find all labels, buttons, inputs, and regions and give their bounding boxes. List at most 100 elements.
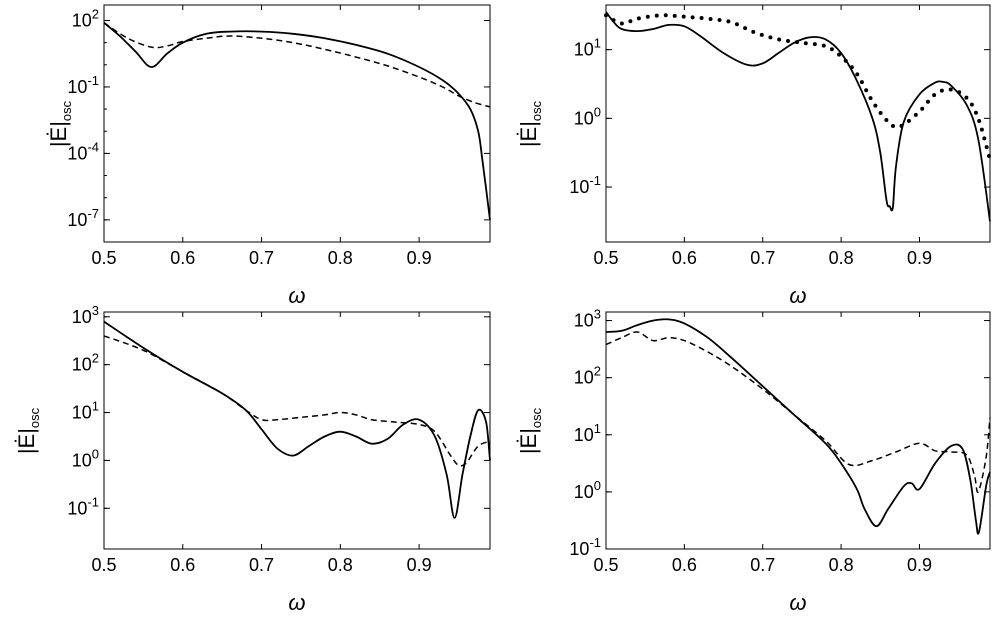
- y-tick-label-exponent: 1: [92, 399, 99, 414]
- y-axis-label: |Ė|osc: [14, 407, 42, 454]
- x-tick-label: 0.7: [249, 248, 274, 268]
- y-axis-label: |Ė|osc: [516, 100, 544, 147]
- plot-frame: [605, 4, 991, 243]
- x-axis-label: ω: [288, 283, 305, 308]
- y-tick-label-base: 10: [574, 482, 594, 502]
- y-tick-label-base: 10: [72, 450, 92, 470]
- x-tick-label: 0.7: [249, 555, 274, 575]
- y-tick-label: 102: [574, 364, 601, 388]
- y-tick-label-exponent: 1: [594, 36, 601, 51]
- y-tick-label-exponent: -1: [589, 535, 601, 550]
- x-tick-label: 0.7: [750, 555, 775, 575]
- series-solid-line: [605, 318, 991, 535]
- series-dashed-line: [103, 335, 491, 467]
- y-tick-label-exponent: 2: [92, 7, 99, 22]
- y-tick-label: 101: [574, 36, 601, 60]
- x-tick-label: 0.9: [407, 555, 432, 575]
- y-tick-label: 103: [574, 307, 601, 331]
- y-tick-label-base: 10: [574, 425, 594, 445]
- y-tick-label: 10-4: [67, 139, 99, 163]
- x-tick-label: 0.5: [593, 555, 618, 575]
- x-tick-label: 0.6: [672, 555, 697, 575]
- series-layer: [604, 11, 992, 222]
- y-tick-label-base: 10: [574, 40, 594, 60]
- y-tick-label-base: 10: [67, 210, 87, 230]
- series-solid-line: [103, 320, 491, 519]
- x-axis-label: ω: [789, 283, 806, 308]
- series-dashed-line: [103, 22, 491, 108]
- y-tick-label: 102: [72, 351, 99, 375]
- x-axis-label: ω: [789, 590, 806, 615]
- y-tick-label-exponent: -7: [87, 206, 99, 221]
- series-solid-line: [605, 11, 991, 222]
- y-tick-label-exponent: -4: [87, 139, 99, 154]
- y-tick-label-exponent: -1: [87, 494, 99, 509]
- x-tick-label: 0.6: [170, 248, 195, 268]
- y-tick-label-base: 10: [72, 11, 92, 31]
- y-tick-label: 10-7: [67, 206, 99, 230]
- plot-frame: [103, 4, 491, 243]
- series-dotted-line: [604, 13, 992, 162]
- y-tick-label-exponent: 2: [594, 364, 601, 379]
- x-tick-label: 0.6: [170, 555, 195, 575]
- y-tick-label-base: 10: [72, 355, 92, 375]
- series-layer: [103, 320, 491, 519]
- y-tick-label-base: 10: [72, 403, 92, 423]
- series-dashed-line: [605, 331, 991, 493]
- y-tick-label: 10-1: [67, 73, 99, 97]
- y-tick-label-base: 10: [574, 108, 594, 128]
- y-tick-label-base: 10: [569, 539, 589, 559]
- x-tick-label: 0.8: [328, 555, 353, 575]
- plot-frame: [605, 311, 991, 550]
- x-tick-label: 0.9: [907, 248, 932, 268]
- y-tick-label-exponent: 2: [92, 351, 99, 366]
- y-tick-label-base: 10: [67, 143, 87, 163]
- series-layer: [103, 22, 491, 221]
- y-tick-label-base: 10: [574, 368, 594, 388]
- y-axis-label: |Ė|osc: [46, 100, 74, 147]
- y-axis-label: |Ė|osc: [516, 407, 544, 454]
- x-tick-label: 0.8: [829, 555, 854, 575]
- y-axis-label-sub: osc: [59, 100, 74, 121]
- y-axis-label-sub: osc: [27, 407, 42, 428]
- y-tick-label: 10-1: [569, 173, 601, 197]
- y-tick-label-base: 10: [574, 311, 594, 331]
- y-tick-label: 100: [72, 446, 99, 470]
- y-tick-label: 101: [72, 399, 99, 423]
- x-tick-label: 0.5: [91, 555, 116, 575]
- y-tick-label: 100: [574, 104, 601, 128]
- y-tick-label: 103: [72, 303, 99, 327]
- x-tick-label: 0.5: [91, 248, 116, 268]
- series-layer: [605, 318, 991, 535]
- x-tick-label: 0.5: [593, 248, 618, 268]
- x-tick-label: 0.8: [829, 248, 854, 268]
- x-tick-label: 0.8: [328, 248, 353, 268]
- y-tick-label-exponent: 3: [92, 303, 99, 318]
- y-tick-label-exponent: -1: [87, 73, 99, 88]
- y-tick-label-exponent: 0: [92, 446, 99, 461]
- y-tick-label-base: 10: [72, 307, 92, 327]
- y-tick-label-exponent: 0: [594, 478, 601, 493]
- y-tick-label-base: 10: [67, 498, 87, 518]
- series-solid-line: [103, 22, 491, 221]
- y-axis-label-sub: osc: [529, 100, 544, 121]
- y-tick-label-exponent: 0: [594, 104, 601, 119]
- y-tick-label: 100: [574, 478, 601, 502]
- y-tick-label: 101: [574, 421, 601, 445]
- x-tick-label: 0.9: [407, 248, 432, 268]
- plot-frame: [103, 311, 491, 550]
- y-axis-label-sub: osc: [529, 407, 544, 428]
